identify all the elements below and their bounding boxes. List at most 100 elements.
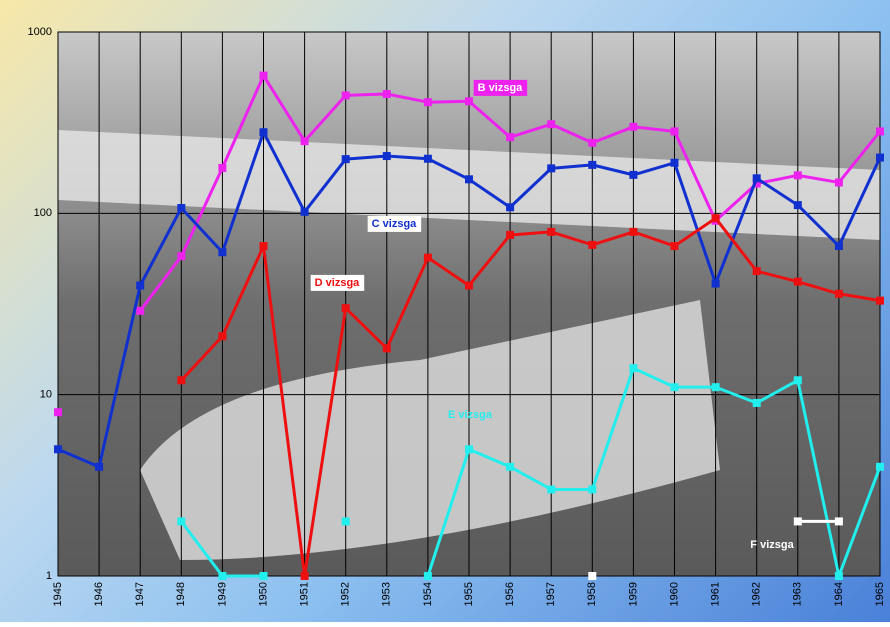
point-marker (547, 485, 556, 494)
point-marker (876, 127, 884, 136)
point-marker (300, 137, 309, 146)
point-marker (752, 174, 761, 183)
x-tick-label: 1952 (340, 582, 352, 606)
point-marker (629, 364, 638, 373)
point-marker (423, 154, 432, 163)
point-marker (876, 153, 884, 162)
point-marker (670, 158, 679, 167)
series-line (180, 216, 881, 578)
point-marker (136, 306, 145, 315)
point-marker (259, 71, 268, 80)
series-label: E vizsga (448, 409, 493, 421)
point-marker (423, 98, 432, 107)
point-marker (54, 408, 62, 417)
point-marker (793, 277, 802, 286)
point-marker (341, 91, 350, 100)
x-tick-label: 1948 (175, 582, 187, 606)
series-label-box (310, 274, 365, 291)
point-marker (547, 120, 556, 129)
x-tick-label: 1951 (299, 582, 311, 606)
point-marker (382, 344, 391, 353)
point-marker (876, 462, 884, 471)
point-marker (711, 214, 720, 223)
x-tick-label: 1956 (504, 582, 516, 606)
point-marker (465, 175, 473, 184)
point-marker (177, 252, 186, 261)
point-marker (793, 201, 802, 210)
point-marker (218, 248, 227, 257)
point-marker (793, 376, 802, 385)
point-marker (793, 517, 802, 526)
point-marker (465, 97, 473, 106)
point-marker (506, 230, 515, 239)
point-marker (218, 163, 227, 172)
series-label-box (367, 215, 422, 232)
point-marker (259, 572, 268, 580)
point-marker (711, 279, 720, 288)
point-marker (341, 517, 350, 526)
point-marker (506, 462, 515, 471)
point-marker (629, 227, 638, 236)
point-marker (259, 242, 268, 251)
point-marker (670, 383, 679, 392)
x-tick-label: 1960 (668, 582, 680, 606)
x-tick-label: 1962 (751, 582, 763, 606)
point-marker (218, 572, 227, 580)
point-marker (382, 152, 391, 161)
point-marker (588, 138, 597, 147)
x-tick-label: 1961 (710, 582, 722, 606)
point-marker (341, 304, 350, 313)
point-marker (177, 204, 186, 213)
point-marker (423, 572, 432, 580)
x-tick-label: 1950 (257, 582, 269, 606)
point-marker (300, 572, 309, 580)
x-tick-label: 1957 (545, 582, 557, 606)
x-tick-label: 1958 (586, 582, 598, 606)
point-marker (95, 462, 104, 471)
point-marker (177, 376, 186, 385)
series-label: B vizsga (478, 82, 524, 94)
point-marker (136, 281, 145, 290)
point-marker (588, 572, 597, 580)
y-tick-label: 10 (40, 389, 52, 401)
x-tick-label: 1949 (216, 582, 228, 606)
x-tick-label: 1945 (52, 582, 64, 606)
point-marker (670, 242, 679, 251)
point-marker (423, 253, 432, 262)
series-label-box (473, 79, 528, 96)
point-marker (834, 517, 843, 526)
point-marker (834, 572, 843, 580)
point-marker (218, 332, 227, 341)
point-marker (629, 170, 638, 179)
point-marker (834, 178, 843, 187)
point-marker (711, 383, 720, 392)
y-tick-label: 1000 (28, 26, 52, 38)
x-tick-label: 1946 (93, 582, 105, 606)
photo-glider (140, 300, 720, 560)
point-marker (752, 179, 761, 188)
x-tick-label: 1955 (463, 582, 475, 606)
series-label: D vizsga (315, 277, 361, 289)
point-marker (465, 445, 473, 454)
series-label: C vizsga (372, 218, 418, 230)
point-marker (506, 133, 515, 142)
y-tick-label: 100 (34, 207, 52, 219)
point-marker (752, 267, 761, 276)
point-marker (834, 242, 843, 251)
point-marker (54, 445, 62, 454)
point-marker (177, 517, 186, 526)
point-marker (834, 289, 843, 298)
x-tick-label: 1965 (874, 582, 886, 606)
y-tick-label: 1 (46, 570, 52, 582)
point-marker (588, 485, 597, 494)
point-marker (547, 227, 556, 236)
point-marker (382, 90, 391, 99)
x-tick-label: 1959 (627, 582, 639, 606)
point-marker (259, 128, 268, 137)
point-marker (465, 281, 473, 290)
series-label: F vizsga (750, 539, 794, 551)
point-marker (588, 240, 597, 249)
point-marker (506, 203, 515, 212)
